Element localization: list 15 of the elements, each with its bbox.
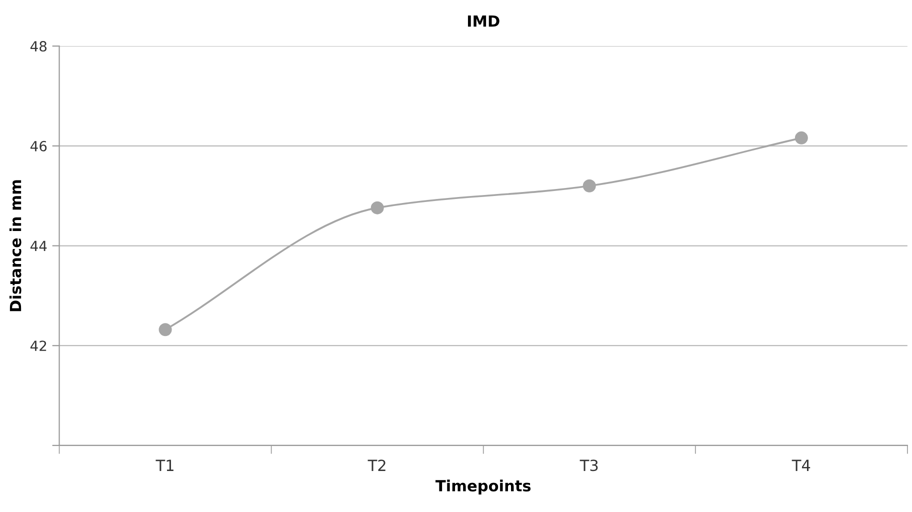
y-tick-label: 44: [30, 240, 47, 252]
y-tick-label: 46: [30, 140, 47, 152]
point: [582, 179, 596, 192]
point: [158, 323, 172, 336]
x-axis-title: Timepoints: [435, 480, 531, 494]
x-tick-label: T4: [792, 460, 810, 471]
x-tick-label: T3: [580, 460, 598, 472]
y-tick-label: 48: [30, 41, 47, 52]
x-tick-label: T1: [156, 460, 174, 471]
y-axis-title: Distance in mm: [9, 180, 22, 312]
point: [794, 131, 808, 144]
y-tick-label: 42: [30, 340, 46, 351]
point: [370, 201, 384, 214]
chart-title: IMD: [468, 15, 500, 27]
x-tick-label: T2: [368, 460, 386, 471]
